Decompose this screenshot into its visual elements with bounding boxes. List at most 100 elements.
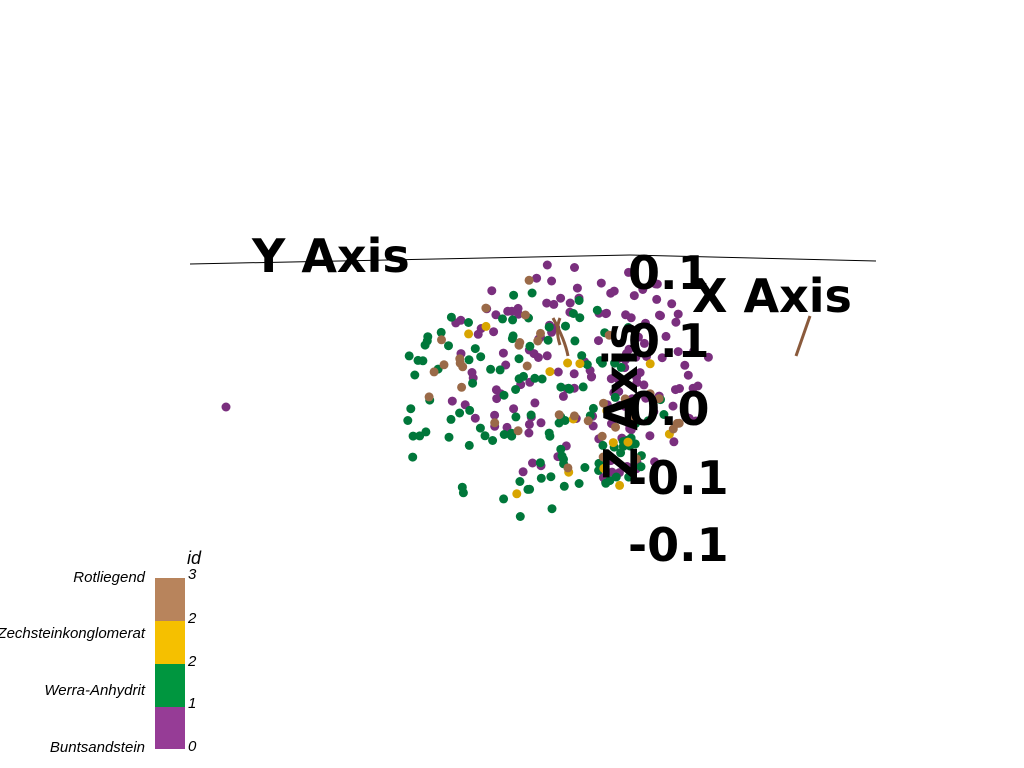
data-point: [614, 375, 624, 385]
data-point: [556, 444, 566, 454]
data-point: [631, 454, 641, 464]
data-point: [537, 374, 547, 384]
data-point: [543, 335, 553, 345]
legend-swatch-werra-anhydrit: [155, 664, 185, 707]
tick-label: 0.1: [628, 314, 710, 368]
data-point: [596, 278, 606, 288]
legend-value: 1: [188, 695, 197, 712]
data-point: [421, 427, 431, 437]
data-point: [561, 321, 570, 331]
data-point: [563, 358, 573, 368]
data-point: [444, 432, 454, 442]
data-point: [498, 314, 507, 324]
x-axis-title: X Axis: [692, 269, 852, 323]
data-point: [446, 312, 456, 322]
data-point: [683, 370, 693, 380]
data-point: [554, 410, 564, 420]
data-point: [569, 411, 579, 421]
data-point: [503, 306, 513, 316]
data-point: [508, 315, 518, 325]
data-point: [615, 480, 625, 490]
fault-line: [551, 317, 570, 357]
data-point: [490, 410, 500, 420]
data-point: [536, 418, 546, 428]
data-point: [657, 353, 667, 363]
data-point: [527, 288, 537, 298]
data-point: [522, 361, 532, 371]
data-point: [525, 341, 535, 351]
data-point: [577, 351, 587, 361]
data-point: [580, 463, 590, 472]
data-point: [439, 360, 449, 370]
data-point: [473, 329, 483, 339]
data-point: [509, 404, 519, 414]
data-point: [649, 407, 659, 417]
data-point: [403, 416, 413, 425]
data-point: [511, 412, 521, 422]
data-point: [467, 368, 477, 377]
data-point: [519, 371, 528, 381]
data-point: [645, 431, 655, 441]
data-point: [632, 373, 642, 382]
data-point: [475, 423, 485, 433]
data-point: [639, 338, 649, 348]
data-point: [636, 462, 646, 472]
data-point: [524, 428, 534, 438]
data-point: [481, 303, 491, 313]
data-point: [655, 310, 664, 320]
data-point: [476, 352, 486, 362]
legend-value: 2: [188, 653, 197, 670]
data-point: [545, 367, 555, 377]
data-point: [643, 416, 653, 426]
fault-line: [556, 317, 562, 346]
data-point: [530, 373, 540, 383]
data-point: [630, 439, 640, 449]
data-point: [437, 335, 446, 345]
data-point: [499, 390, 509, 400]
y-axis-line: [189, 254, 631, 265]
data-point: [523, 484, 533, 494]
data-point: [514, 309, 523, 319]
data-point: [406, 404, 416, 414]
data-point: [487, 286, 497, 296]
fault-line: [794, 315, 812, 357]
data-point: [597, 431, 607, 441]
data-point: [444, 341, 453, 351]
data-point: [436, 327, 446, 337]
data-point: [563, 463, 573, 473]
data-point: [560, 416, 570, 425]
data-point: [526, 410, 536, 420]
data-point: [652, 279, 662, 289]
data-point: [569, 369, 579, 379]
data-point: [495, 365, 505, 375]
tick-label: -0.1: [628, 518, 729, 572]
data-point: [588, 403, 598, 413]
data-point: [470, 413, 480, 423]
legend-swatch-buntsandstein: [155, 707, 185, 749]
data-point: [559, 481, 569, 491]
legend-label: Buntsandstein: [49, 739, 145, 756]
data-point: [514, 354, 524, 364]
x-axis-line: [629, 254, 877, 262]
data-point: [556, 382, 566, 392]
data-point: [624, 472, 634, 482]
data-point: [509, 290, 519, 300]
legend-value: 3: [188, 566, 197, 583]
data-point: [582, 360, 592, 370]
data-point: [689, 346, 699, 356]
data-point: [533, 336, 543, 346]
data-point: [652, 294, 662, 304]
data-point: [542, 351, 552, 361]
data-point: [446, 414, 456, 424]
data-point: [624, 267, 633, 277]
data-point: [592, 305, 602, 315]
data-point: [457, 382, 467, 392]
legend-title: id: [187, 548, 202, 568]
data-point: [465, 405, 475, 415]
data-point: [424, 392, 434, 402]
data-point: [650, 457, 660, 467]
data-point: [621, 310, 631, 320]
legend-swatch-zechsteinkonglomerat: [155, 621, 185, 664]
